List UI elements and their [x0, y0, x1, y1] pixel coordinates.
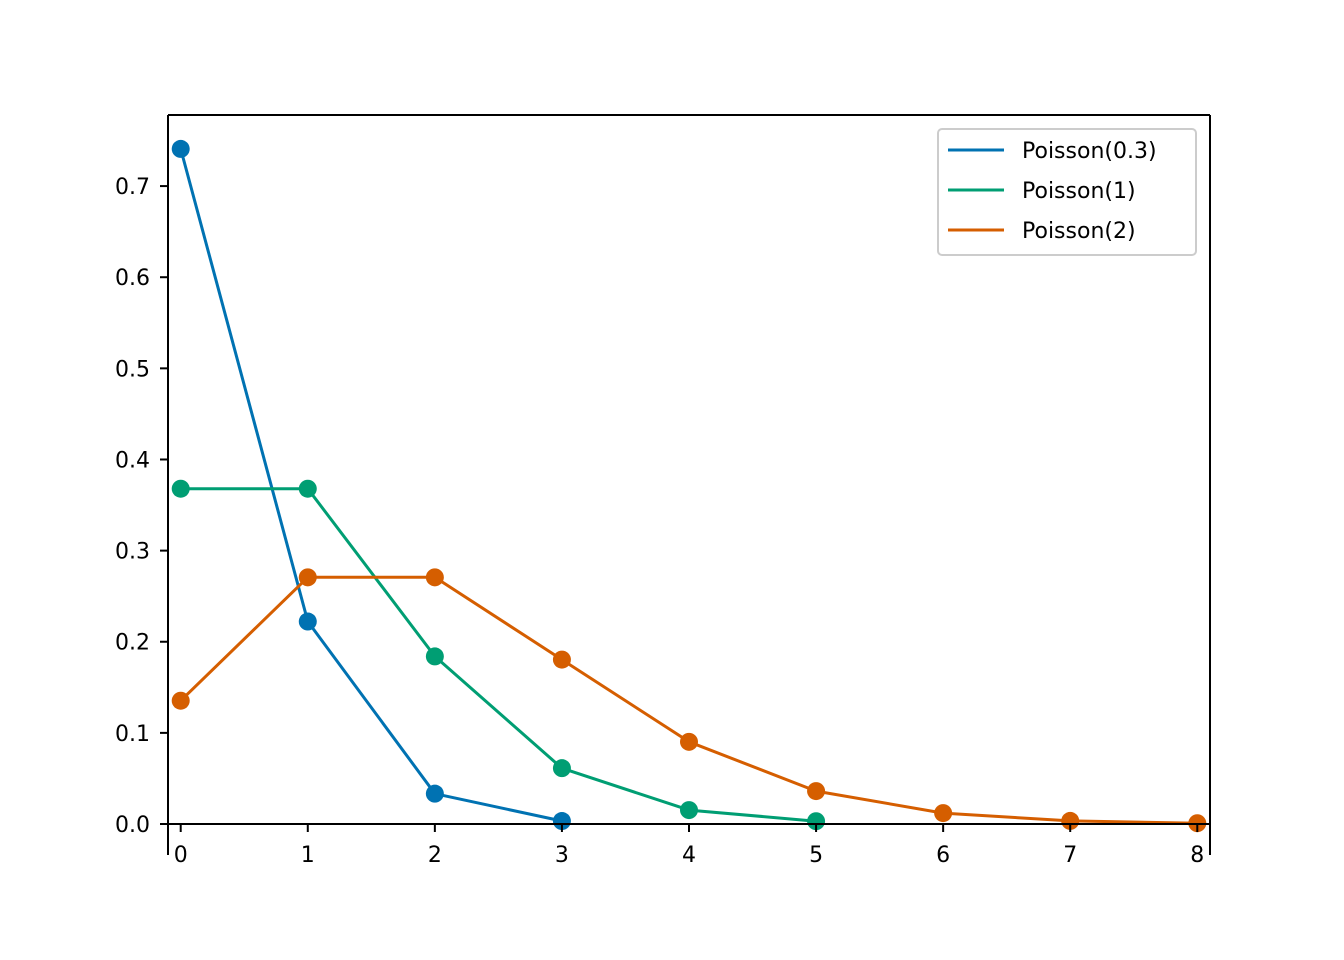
data-point: [298, 568, 317, 587]
y-tick-label: 0.4: [115, 448, 150, 473]
x-tick-label: 8: [1190, 843, 1204, 868]
data-point: [171, 691, 190, 710]
x-tick-label: 4: [682, 843, 696, 868]
data-point: [680, 732, 698, 751]
data-point: [680, 801, 698, 820]
x-tick-label: 1: [301, 843, 315, 868]
data-point: [298, 612, 317, 631]
legend-label: Poisson(2): [1022, 219, 1136, 244]
data-point: [552, 812, 571, 831]
legend-label: Poisson(1): [1022, 179, 1136, 204]
data-point: [552, 650, 571, 669]
y-tick-label: 0.5: [115, 357, 150, 382]
data-point: [171, 479, 190, 498]
data-point: [1061, 811, 1080, 830]
data-point: [425, 784, 444, 803]
data-point: [425, 647, 444, 666]
x-tick-label: 6: [936, 843, 950, 868]
series-line: [179, 148, 563, 823]
series-line: [179, 575, 1198, 825]
x-tick-label: 5: [809, 843, 823, 868]
y-tick-label: 0.7: [115, 175, 150, 200]
data-point: [934, 804, 953, 823]
series-2: [171, 568, 1207, 833]
y-tick-label: 0.2: [115, 631, 150, 656]
series-line: [180, 487, 817, 823]
data-point: [298, 479, 317, 498]
series-1: [171, 479, 826, 831]
x-tick-label: 7: [1063, 843, 1077, 868]
x-tick-label: 0: [174, 843, 188, 868]
y-tick-label: 0.3: [115, 540, 150, 565]
data-point: [171, 139, 190, 158]
y-tick-label: 0.1: [115, 722, 150, 747]
series-layer: [171, 139, 1207, 833]
legend-label: Poisson(0.3): [1022, 139, 1157, 164]
y-tick-label: 0.0: [115, 813, 150, 838]
axes-layer: 0 1 2 3 4 5 6 7 8 0.0 0.1 0.2 0.3 0.4 0.5 0.6 0.7: [115, 114, 1211, 868]
data-point: [807, 812, 826, 831]
x-tick-label: 2: [428, 843, 442, 868]
series-0: [171, 139, 571, 831]
y-tick-label: 0.6: [115, 266, 150, 291]
data-point: [552, 759, 571, 778]
legend: Poisson(0.3) Poisson(1) Poisson(2): [937, 128, 1197, 256]
legend-box: [937, 128, 1197, 256]
x-tick-label: 3: [555, 843, 569, 868]
data-point: [425, 568, 444, 587]
data-point: [807, 782, 826, 801]
